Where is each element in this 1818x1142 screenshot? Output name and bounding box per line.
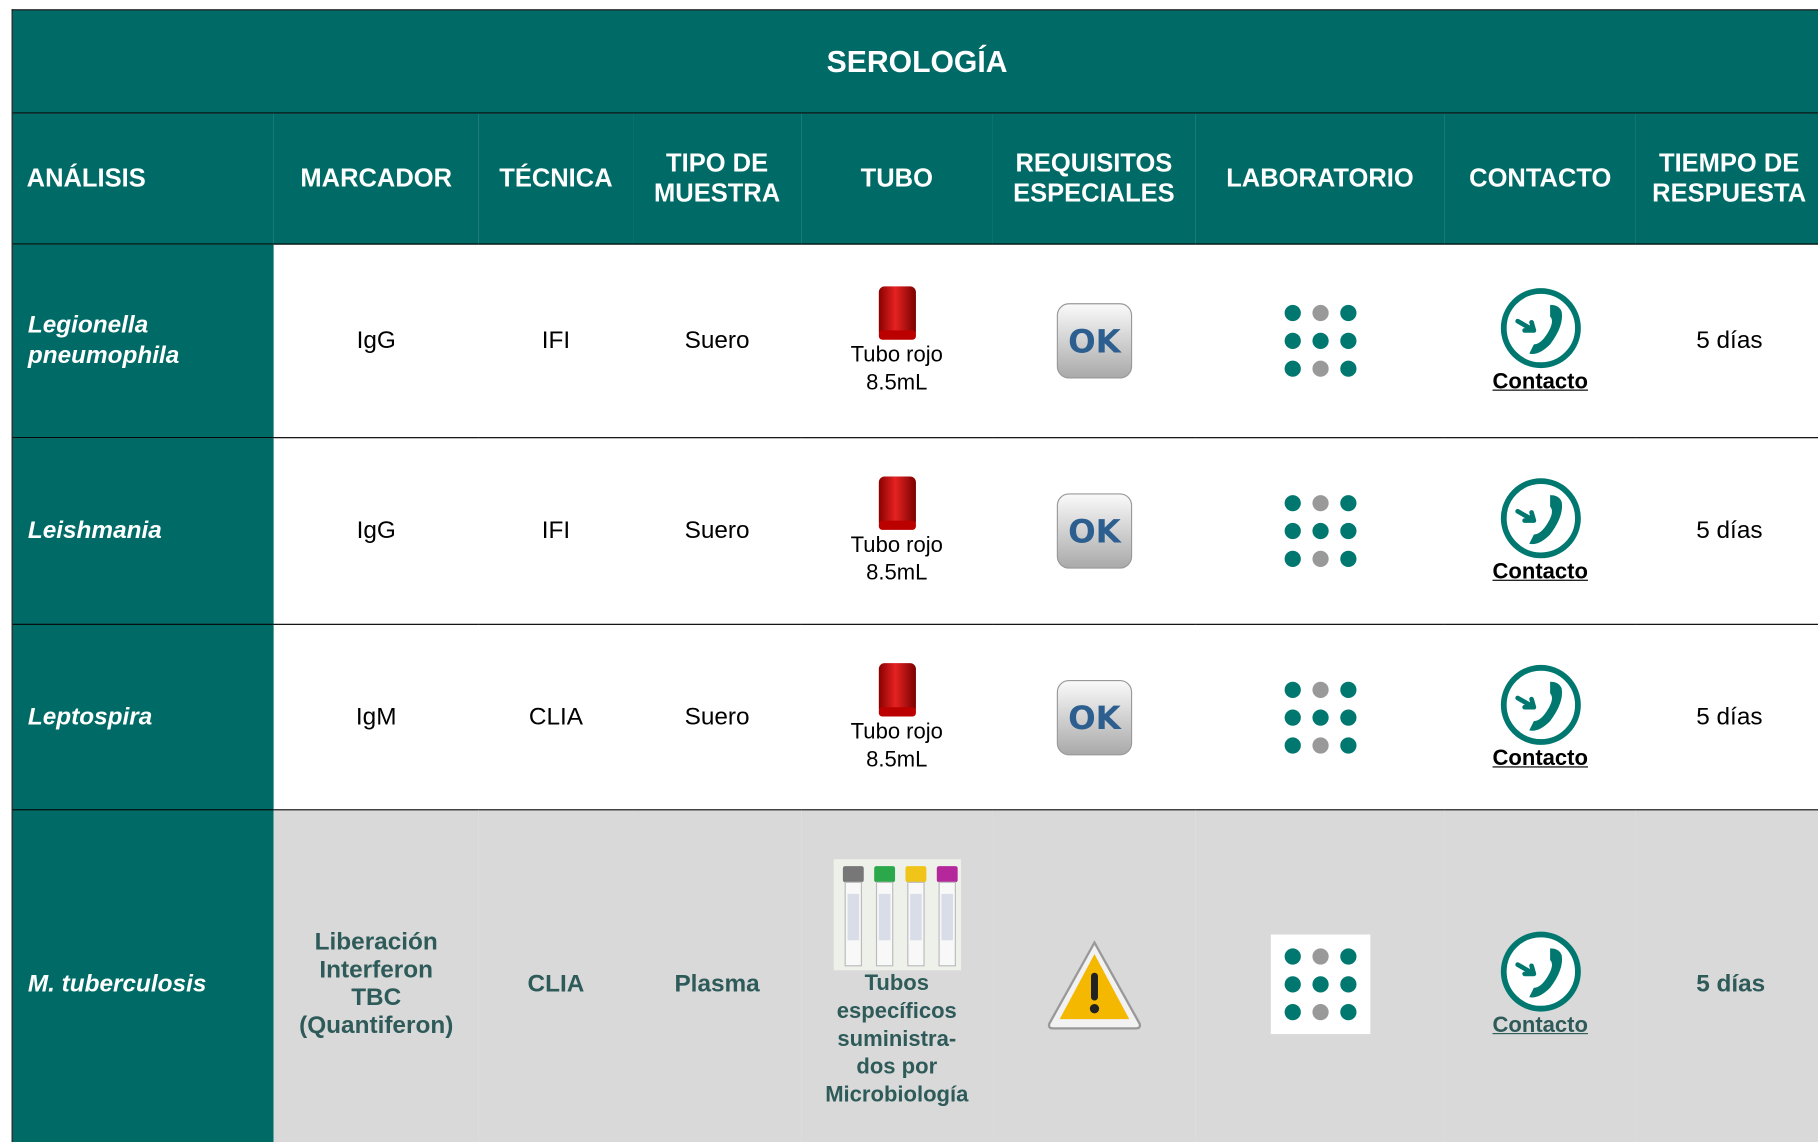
marker-cell: Liberación Interferon TBC (Quantiferon) [273,810,479,1142]
technique-cell: IFI [478,245,634,439]
requirements-cell: OK [992,245,1196,439]
contact-link[interactable]: Contacto [1492,1012,1588,1038]
laboratory-icon [1284,681,1356,754]
tube-cell: Tubo rojo 8.5mL [801,245,993,439]
red-tube-icon [878,286,916,340]
tube-label: Tubo rojo 8.5mL [850,343,943,396]
svg-text:OK: OK [1068,513,1123,551]
ok-icon: OK [1056,303,1132,379]
technique-cell: IFI [478,438,634,625]
red-tube-icon [878,476,916,530]
analysis-cell: Legionella pneumophila [12,244,274,439]
warning-icon [1047,939,1141,1029]
response-time-cell: 5 días [1635,810,1818,1142]
contact-cell: Contacto [1444,438,1636,625]
ok-icon: OK [1056,493,1132,569]
tube-label: Tubo rojo 8.5mL [850,533,943,586]
laboratory-icon [1284,304,1356,377]
contact-cell: Contacto [1444,625,1636,811]
marker-cell: IgG [273,245,479,439]
contact-link[interactable]: Contacto [1492,369,1588,395]
column-header: ANÁLISIS [12,113,274,245]
requirements-cell: OK [992,438,1196,625]
contact-cell: Contacto [1444,810,1636,1142]
laboratory-icon [1270,933,1370,1034]
technique-cell: CLIA [478,810,634,1142]
sample-cell: Suero [633,625,802,811]
svg-text:OK: OK [1068,322,1123,360]
sample-cell: Suero [633,245,802,439]
column-header: TIPO DE MUESTRA [633,113,802,245]
column-header: REQUISITOS ESPECIALES [992,113,1196,245]
tube-label: Tubos específicos suministra- dos por Mi… [825,970,969,1107]
laboratory-cell [1195,438,1445,625]
response-time-cell: 5 días [1635,438,1818,625]
phone-icon [1500,930,1581,1011]
column-header: MARCADOR [273,113,479,245]
technique-cell: CLIA [478,625,634,811]
analysis-cell: Leishmania [12,438,274,625]
requirements-cell [992,810,1196,1142]
specific-tubes-icon [833,858,961,970]
column-header: LABORATORIO [1195,113,1445,245]
ok-icon: OK [1056,679,1132,755]
laboratory-icon [1284,495,1356,567]
contact-link[interactable]: Contacto [1492,559,1588,585]
tube-cell: Tubos específicos suministra- dos por Mi… [801,810,993,1142]
laboratory-cell [1195,810,1445,1142]
laboratory-cell [1195,625,1445,811]
tube-label: Tubo rojo 8.5mL [850,719,943,772]
sample-cell: Suero [633,438,802,625]
red-tube-icon [878,662,916,716]
marker-cell: IgG [273,438,479,625]
response-time-cell: 5 días [1635,245,1818,439]
phone-icon [1500,664,1581,745]
contact-link[interactable]: Contacto [1492,746,1588,771]
column-header: TUBO [801,113,993,245]
tube-cell: Tubo rojo 8.5mL [801,438,993,625]
serology-table: SEROLOGÍA ANÁLISIS MARCADOR TÉCNICA TIPO… [11,9,1818,1142]
analysis-cell: Leptospira [12,624,274,811]
phone-icon [1500,478,1581,559]
laboratory-cell [1195,245,1445,439]
requirements-cell: OK [992,625,1196,811]
contact-cell: Contacto [1444,245,1636,439]
marker-cell: IgM [273,625,479,811]
table-title: SEROLOGÍA [12,10,1818,114]
phone-icon [1500,288,1581,369]
column-header: TIEMPO DE RESPUESTA [1635,113,1818,245]
response-time-cell: 5 días [1635,625,1818,811]
analysis-cell: M. tuberculosis [12,810,274,1142]
column-header: CONTACTO [1444,113,1636,245]
tube-cell: Tubo rojo 8.5mL [801,625,993,811]
svg-text:OK: OK [1068,699,1123,737]
sample-cell: Plasma [633,810,802,1142]
column-header: TÉCNICA [478,113,634,245]
